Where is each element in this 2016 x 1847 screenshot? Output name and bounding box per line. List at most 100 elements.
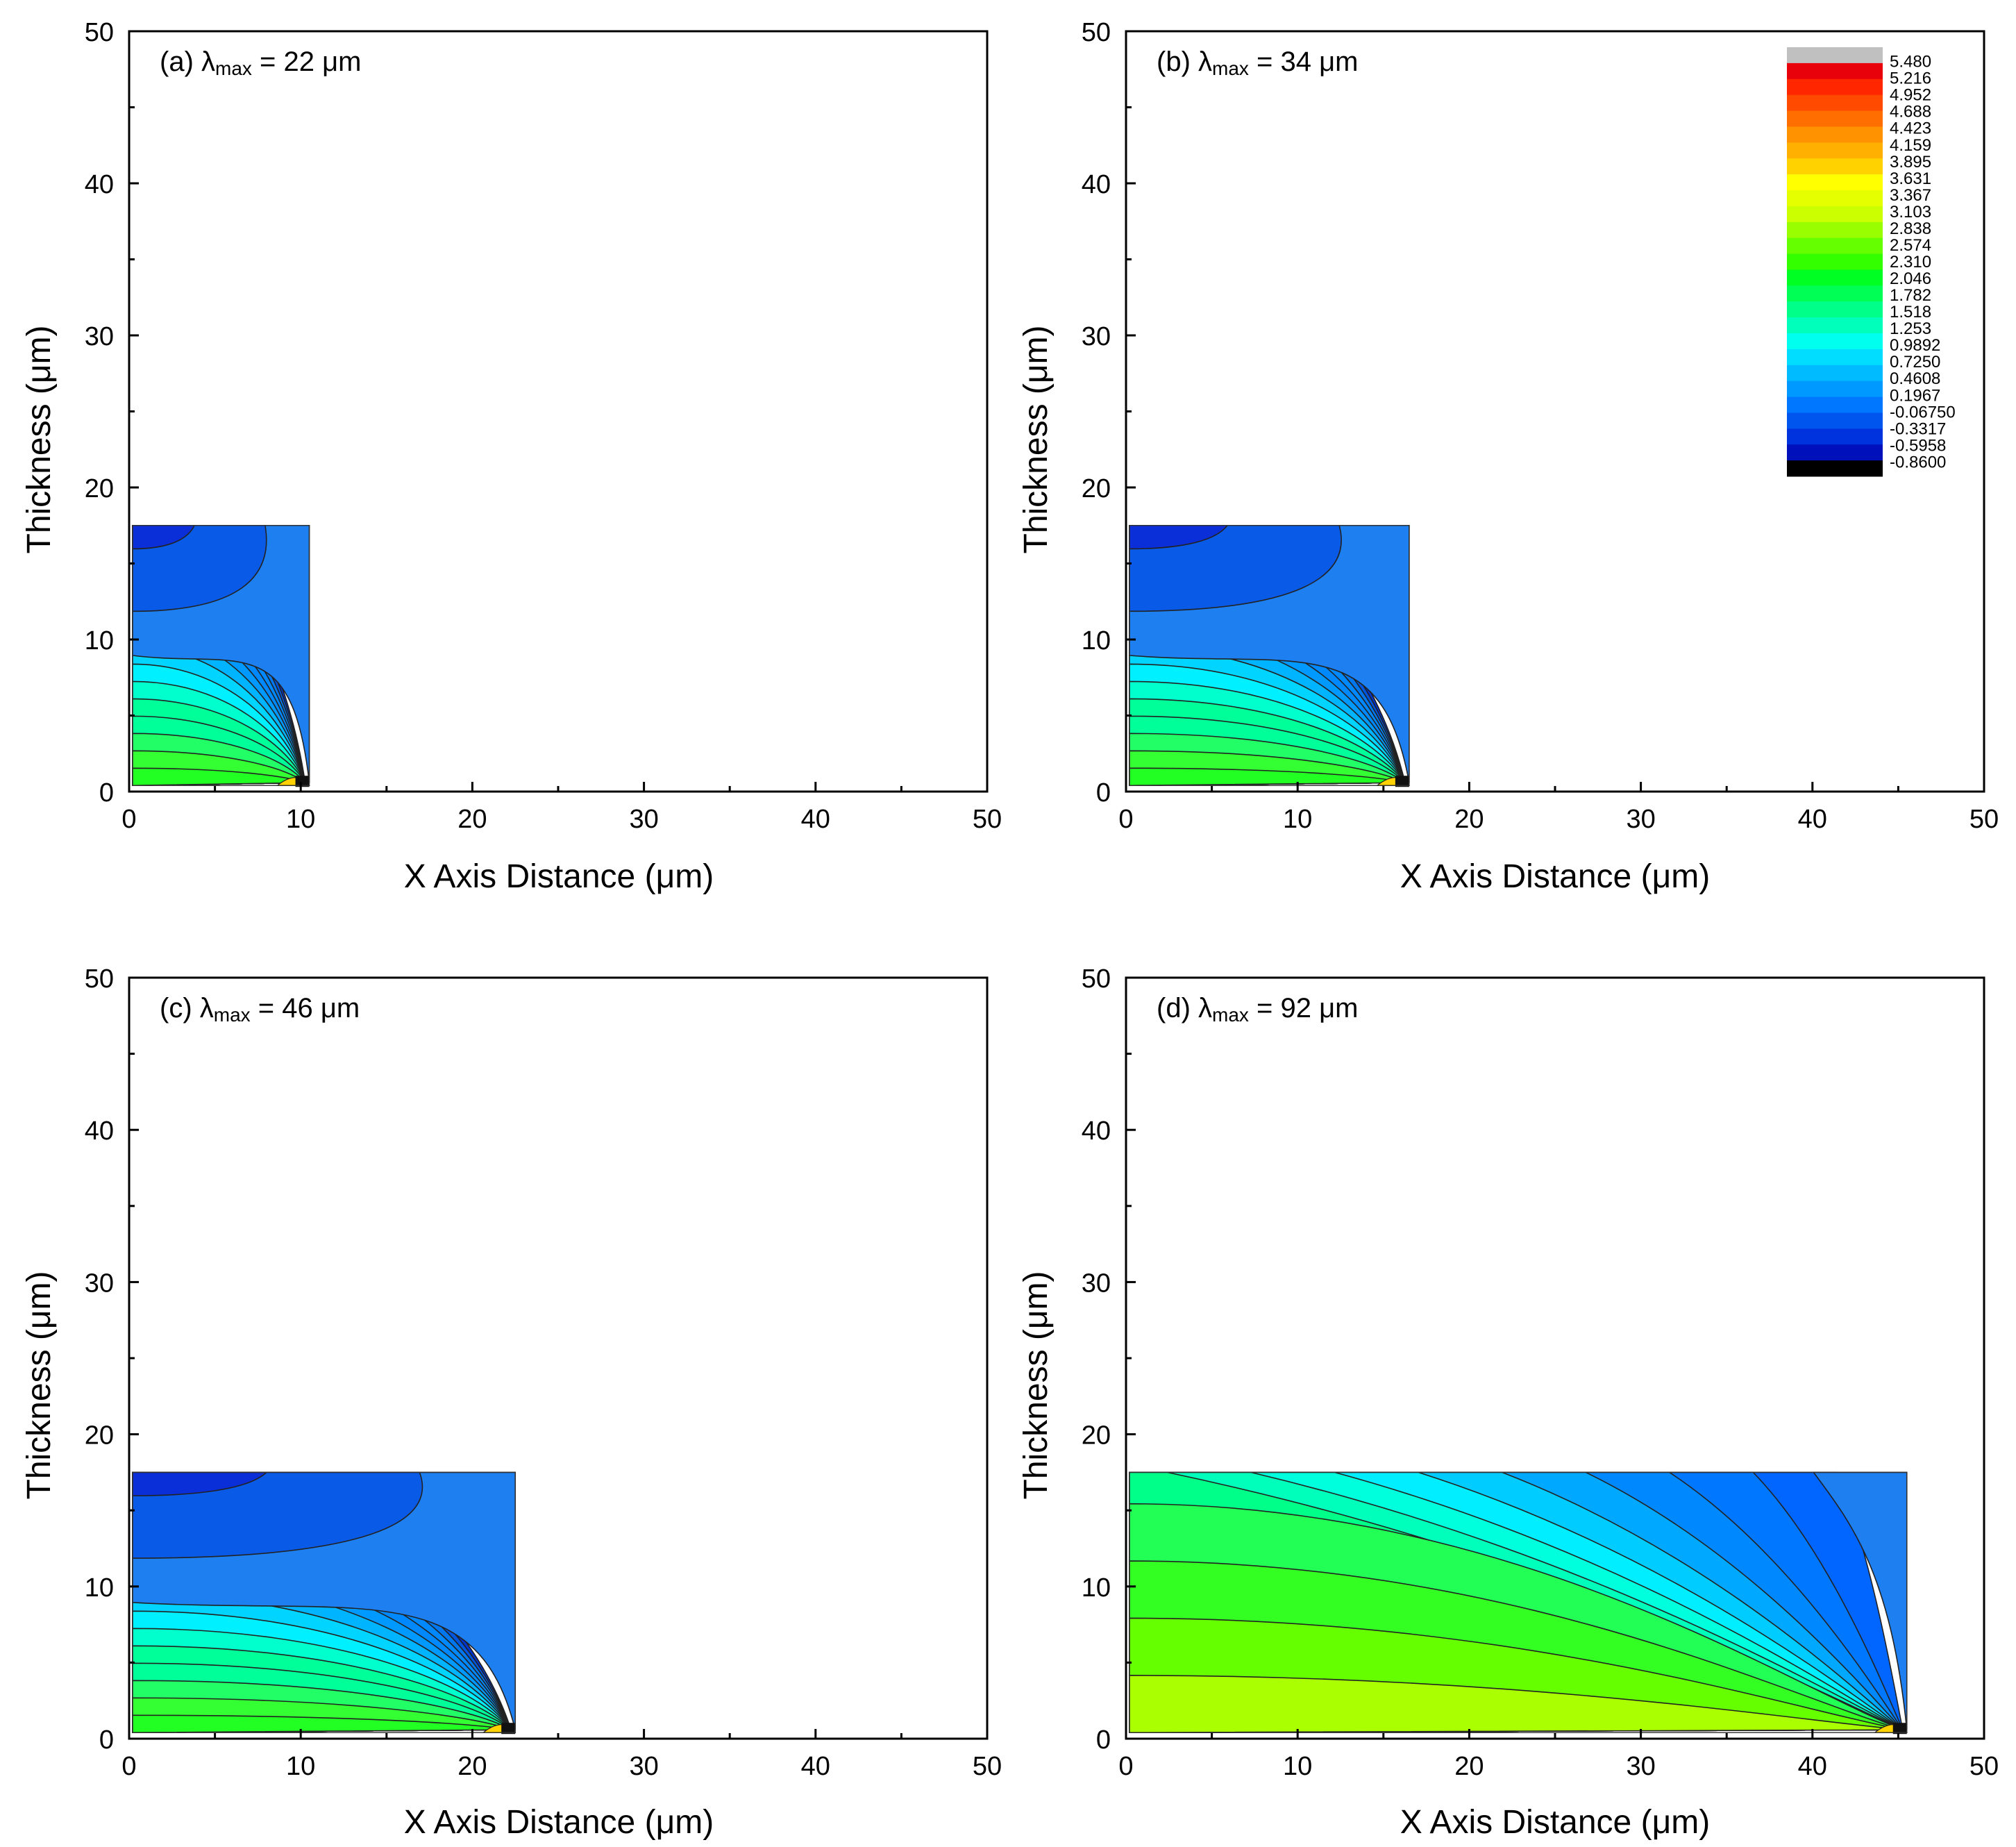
y-tick-label: 50 xyxy=(1082,18,1111,47)
contour-domain-outline xyxy=(132,525,310,786)
colorbar-label: 5.216 xyxy=(1890,69,1931,88)
contour-band xyxy=(132,1471,423,1559)
x-tick-label: 30 xyxy=(629,1752,658,1781)
colorbar-label: 1.518 xyxy=(1890,303,1931,321)
y-tick-label: 30 xyxy=(1082,1269,1111,1298)
colorbar-swatch xyxy=(1787,47,1883,64)
y-tick-label: 30 xyxy=(85,322,114,351)
colorbar-swatch xyxy=(1787,126,1883,143)
colorbar-swatch xyxy=(1787,365,1883,382)
y-tick-label: 50 xyxy=(1082,964,1111,994)
colorbar-swatch xyxy=(1787,460,1883,477)
panel-b: Thickness (μm) X Axis Distance (μm) (b) … xyxy=(1018,18,1999,895)
colorbar-label: 2.046 xyxy=(1890,269,1931,288)
contour-singularity xyxy=(1395,776,1409,787)
colorbar-label: 1.253 xyxy=(1890,319,1931,338)
colorbar-swatch xyxy=(1787,94,1883,112)
panel-a: Thickness (μm) X Axis Distance (μm) (a) … xyxy=(21,18,1002,895)
colorbar-label: 0.4608 xyxy=(1890,369,1940,388)
x-tick-label: 0 xyxy=(121,1752,136,1781)
panel-b-title: (b) λmax = 34 μm xyxy=(1157,47,1358,79)
contour-domain-outline xyxy=(1129,1471,1908,1733)
y-tick-label: 50 xyxy=(85,964,114,994)
x-tick-label: 10 xyxy=(1283,1752,1312,1781)
x-tick-label: 50 xyxy=(1969,1752,1999,1781)
colorbar-label: 3.103 xyxy=(1890,203,1931,222)
colorbar-label: 5.480 xyxy=(1890,53,1931,72)
y-tick-label: 40 xyxy=(85,1117,114,1146)
colorbar: 5.4805.2164.9524.6884.4234.1593.8953.631… xyxy=(1787,47,1956,477)
x-tick-label: 20 xyxy=(1454,805,1484,834)
x-tick-label: 40 xyxy=(1798,1752,1827,1781)
contour-domain-outline xyxy=(132,1471,516,1733)
x-tick-label: 0 xyxy=(1118,1752,1133,1781)
colorbar-swatch xyxy=(1787,253,1883,270)
colorbar-swatch xyxy=(1787,301,1883,318)
colorbar-label: -0.3317 xyxy=(1890,419,1946,438)
y-tick-label: 10 xyxy=(85,626,114,655)
contour-band xyxy=(1812,1471,1908,1730)
panel-d-ylabel: Thickness (μm) xyxy=(1018,1271,1055,1499)
colorbar-label: 2.574 xyxy=(1890,236,1931,255)
colorbar-label: 3.631 xyxy=(1890,169,1931,188)
y-tick-label: 0 xyxy=(99,1725,114,1755)
colorbar-label: 3.367 xyxy=(1890,186,1931,205)
y-tick-label: 20 xyxy=(85,1421,114,1451)
colorbar-label: 4.952 xyxy=(1890,86,1931,105)
y-tick-label: 20 xyxy=(1082,474,1111,503)
colorbar-swatch xyxy=(1787,333,1883,350)
x-tick-label: 0 xyxy=(1118,805,1133,834)
y-tick-label: 10 xyxy=(85,1573,114,1603)
panel-d-xlabel: X Axis Distance (μm) xyxy=(1400,1804,1710,1841)
colorbar-swatch xyxy=(1787,412,1883,429)
colorbar-swatch xyxy=(1787,142,1883,159)
panel-d-title-prefix: (d) λ xyxy=(1157,993,1212,1023)
contour-band xyxy=(132,524,267,612)
colorbar-swatch xyxy=(1787,158,1883,175)
colorbar-label: 2.838 xyxy=(1890,219,1931,238)
colorbar-swatch xyxy=(1787,317,1883,334)
y-tick-label: 0 xyxy=(1096,778,1111,808)
x-tick-label: 20 xyxy=(457,805,487,834)
panel-a-contour-field xyxy=(132,524,310,787)
panel-c-title: (c) λmax = 46 μm xyxy=(160,993,360,1026)
y-tick-label: 20 xyxy=(85,474,114,503)
panel-c-ylabel: Thickness (μm) xyxy=(21,1271,58,1499)
contour-singularity xyxy=(295,776,310,787)
y-tick-label: 0 xyxy=(99,778,114,808)
x-tick-label: 40 xyxy=(1798,805,1827,834)
colorbar-label: 0.7250 xyxy=(1890,353,1940,371)
panel-d-title-suffix: = 92 μm xyxy=(1249,993,1359,1023)
colorbar-label: 4.159 xyxy=(1890,136,1931,155)
panel-a-title: (a) λmax = 22 μm xyxy=(160,47,361,79)
panel-b-title-prefix: (b) λ xyxy=(1157,47,1212,77)
contour-domain-outline xyxy=(1129,525,1410,786)
y-tick-label: 0 xyxy=(1096,1725,1111,1755)
colorbar-swatch xyxy=(1787,237,1883,255)
panel-d-title: (d) λmax = 92 μm xyxy=(1157,993,1358,1026)
panel-b-title-sub: max xyxy=(1212,58,1249,79)
panel-b-title-suffix: = 34 μm xyxy=(1249,47,1359,77)
colorbar-label: 3.895 xyxy=(1890,153,1931,172)
x-tick-label: 40 xyxy=(801,1752,830,1781)
panel-a-ylabel: Thickness (μm) xyxy=(21,325,58,553)
colorbar-swatch xyxy=(1787,396,1883,413)
panel-a-title-prefix: (a) λ xyxy=(160,47,215,77)
x-tick-label: 20 xyxy=(457,1752,487,1781)
colorbar-label: 1.782 xyxy=(1890,286,1931,305)
y-tick-label: 30 xyxy=(85,1269,114,1298)
x-tick-label: 50 xyxy=(973,1752,1002,1781)
y-tick-label: 30 xyxy=(1082,322,1111,351)
panel-c-xlabel: X Axis Distance (μm) xyxy=(404,1804,714,1841)
colorbar-label: 0.9892 xyxy=(1890,336,1940,355)
contour-band xyxy=(1129,524,1229,550)
y-tick-label: 40 xyxy=(1082,170,1111,199)
contour-band xyxy=(1129,1675,1903,1734)
panel-c-title-prefix: (c) λ xyxy=(160,993,214,1023)
y-tick-label: 40 xyxy=(85,170,114,199)
x-tick-label: 30 xyxy=(1626,1752,1655,1781)
colorbar-swatch xyxy=(1787,428,1883,445)
colorbar-label: -0.5958 xyxy=(1890,436,1946,455)
y-tick-label: 20 xyxy=(1082,1421,1111,1451)
